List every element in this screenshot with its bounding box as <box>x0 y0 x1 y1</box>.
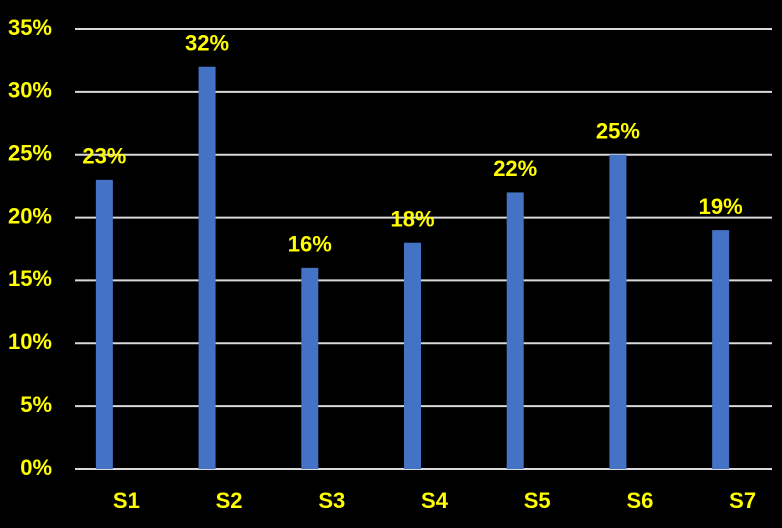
value-label: 19% <box>699 194 743 219</box>
value-label: 16% <box>288 232 332 257</box>
value-label: 32% <box>185 31 229 56</box>
y-tick-label: 10% <box>8 329 52 354</box>
y-tick-label: 0% <box>20 455 52 480</box>
x-tick-label: S3 <box>318 488 345 513</box>
x-tick-label: S5 <box>524 488 551 513</box>
y-tick-label: 35% <box>8 15 52 40</box>
bar <box>506 192 524 469</box>
bar <box>404 242 421 469</box>
y-tick-label: 20% <box>8 203 52 228</box>
x-tick-label: S6 <box>626 488 653 513</box>
bar <box>198 66 216 469</box>
x-tick-label: S2 <box>216 488 243 513</box>
value-label: 18% <box>390 207 434 232</box>
y-tick-label: 30% <box>8 78 52 103</box>
bar <box>712 230 730 469</box>
y-tick-label: 15% <box>8 266 52 291</box>
y-tick-label: 5% <box>20 392 52 417</box>
x-tick-label: S1 <box>113 488 140 513</box>
value-label: 22% <box>493 156 537 181</box>
bar <box>95 179 113 469</box>
value-label: 25% <box>596 119 640 144</box>
x-tick-label: S7 <box>729 488 756 513</box>
x-tick-label: S4 <box>421 488 449 513</box>
value-label: 23% <box>82 144 126 169</box>
y-tick-label: 25% <box>8 141 52 166</box>
bar <box>609 154 627 469</box>
bar <box>301 267 319 469</box>
